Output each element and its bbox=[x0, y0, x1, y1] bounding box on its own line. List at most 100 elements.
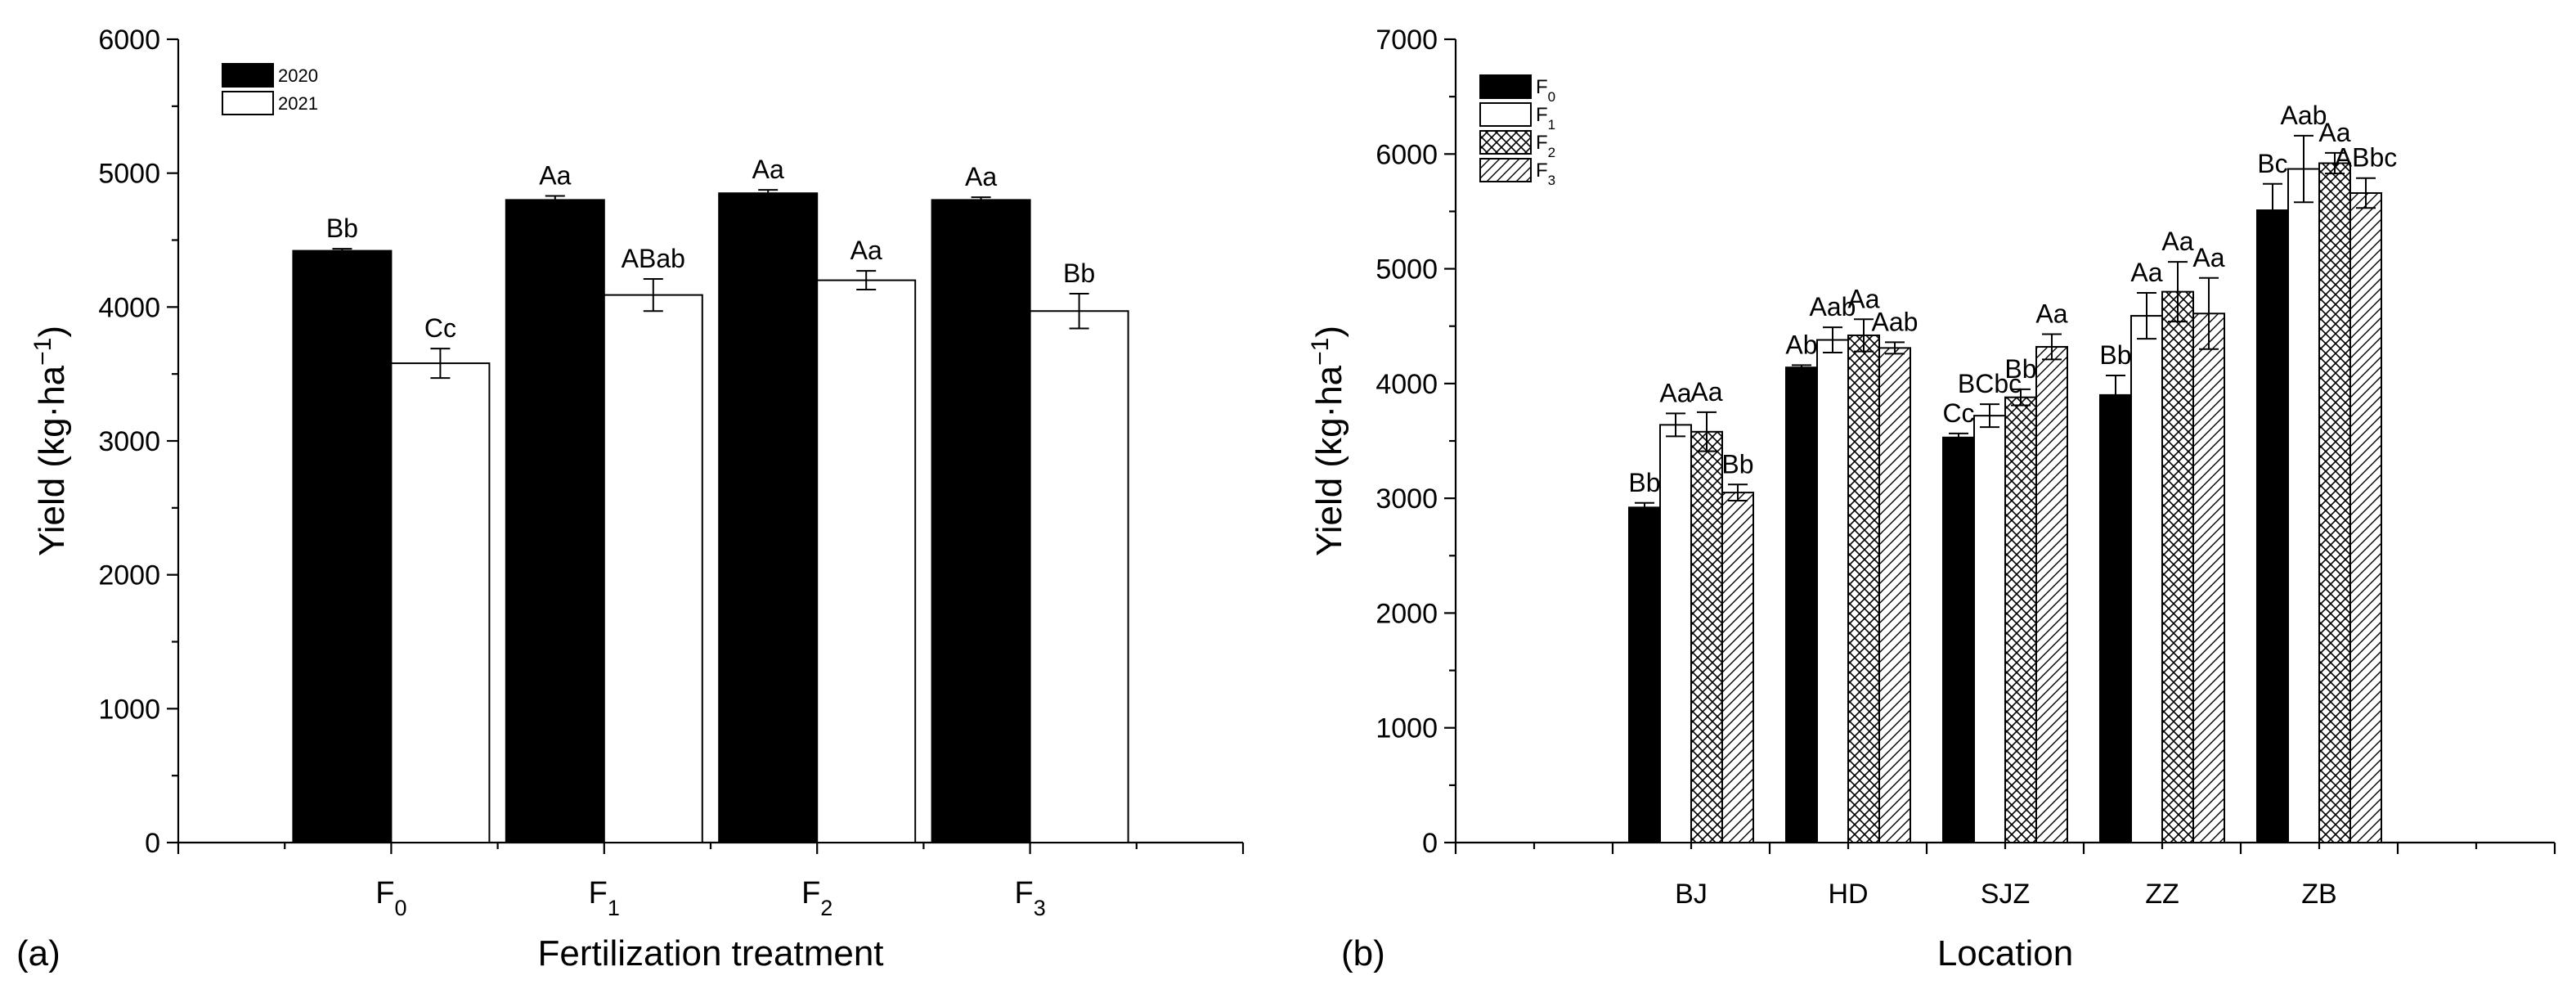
panel-a-chart: 0100020003000400050006000BbCcF0AaABabF1A… bbox=[16, 25, 1245, 973]
bar-F0-2 bbox=[1942, 436, 1975, 843]
x-tick-label: ZZ bbox=[2145, 879, 2179, 910]
panel-label: (b) bbox=[1341, 933, 1385, 973]
x-axis-title: Location bbox=[1937, 933, 2073, 973]
legend-label: 2020 bbox=[278, 65, 318, 86]
significance-label: ABbc bbox=[2335, 143, 2397, 173]
legend-label: F2 bbox=[1536, 132, 1555, 160]
y-tick-label: 2000 bbox=[98, 560, 160, 591]
significance-label: Aa bbox=[2192, 243, 2224, 272]
bar-2020-0 bbox=[292, 249, 393, 843]
x-tick-label: SJZ bbox=[1981, 879, 2030, 910]
bar-2020-1 bbox=[505, 199, 605, 843]
significance-label: Aa bbox=[752, 155, 784, 184]
legend-label-base: F bbox=[1536, 160, 1548, 182]
x-tick-label-base: F bbox=[375, 876, 394, 910]
y-axis-title: Yield (kg·ha−1) bbox=[1307, 326, 1350, 556]
legend-label: F3 bbox=[1536, 160, 1555, 188]
legend-swatch bbox=[222, 63, 274, 88]
y-tick-label: 3000 bbox=[98, 426, 160, 457]
legend-label-sub: 3 bbox=[1548, 173, 1555, 188]
significance-label: Aab bbox=[1872, 307, 1919, 336]
significance-label: Bb bbox=[1063, 258, 1095, 288]
y-tick-label: 1000 bbox=[98, 694, 160, 725]
y-tick-label: 5000 bbox=[98, 159, 160, 190]
x-tick-label-base: F bbox=[801, 876, 820, 910]
y-tick-label: 1000 bbox=[1376, 713, 1438, 744]
significance-label: Aa bbox=[965, 162, 997, 191]
bar-F0-0 bbox=[1628, 506, 1661, 843]
bar-F1-1 bbox=[1816, 339, 1849, 843]
y-tick-label: 6000 bbox=[98, 25, 160, 56]
bar-F3-3 bbox=[2192, 312, 2225, 844]
legend-label-sub: 0 bbox=[1548, 89, 1555, 105]
y-axis-title-sup: −1 bbox=[1307, 338, 1334, 366]
x-tick-label-sub: 1 bbox=[608, 896, 620, 920]
significance-label: Bb bbox=[326, 214, 358, 243]
y-axis-title-main: Yield (kg·ha bbox=[1309, 365, 1349, 556]
significance-label: Cc bbox=[1942, 398, 1974, 428]
y-axis-title: Yield (kg·ha−1) bbox=[29, 326, 73, 556]
x-tick-label: ZB bbox=[2301, 879, 2336, 910]
significance-label: ABab bbox=[622, 244, 685, 273]
bar-F2-4 bbox=[2318, 162, 2351, 844]
significance-label: Aa bbox=[2035, 299, 2067, 329]
legend-label-base: F bbox=[1536, 132, 1548, 154]
panel-b-chart: 01000200030004000500060007000BbAaAaBbBJA… bbox=[1307, 25, 2556, 973]
legend-label-base: F bbox=[1536, 104, 1548, 126]
x-tick-label: F1 bbox=[589, 876, 620, 920]
bar-F2-3 bbox=[2161, 290, 2194, 843]
bar-F1-2 bbox=[1973, 415, 2006, 843]
y-tick-label: 4000 bbox=[98, 292, 160, 323]
y-tick-label: 5000 bbox=[1376, 254, 1438, 285]
y-tick-label: 7000 bbox=[1376, 25, 1438, 56]
x-tick-label-sub: 0 bbox=[394, 896, 406, 920]
bar-F0-1 bbox=[1785, 366, 1818, 843]
x-tick-label: F0 bbox=[375, 876, 406, 920]
bar-F2-2 bbox=[2004, 396, 2037, 844]
x-tick-label-sub: 3 bbox=[1034, 896, 1046, 920]
legend-swatch bbox=[222, 91, 274, 115]
legend-swatch bbox=[1479, 102, 1532, 127]
significance-label: Aa bbox=[1690, 377, 1722, 407]
significance-label: Aa bbox=[2130, 258, 2162, 287]
y-axis-title-sup: −1 bbox=[29, 338, 56, 366]
legend-label: 2021 bbox=[278, 93, 318, 114]
legend-swatch bbox=[1479, 158, 1532, 182]
x-tick-label: HD bbox=[1828, 879, 1868, 910]
x-tick-label: BJ bbox=[1675, 879, 1708, 910]
panel-label: (a) bbox=[16, 933, 61, 973]
significance-label: Bb bbox=[1628, 468, 1660, 497]
significance-label: Bb bbox=[1721, 449, 1753, 479]
significance-label: Aa bbox=[2318, 118, 2350, 147]
legend-swatch bbox=[1479, 74, 1532, 99]
significance-label: Bb bbox=[2004, 354, 2036, 384]
legend-swatch bbox=[1479, 130, 1532, 155]
legend-label: F1 bbox=[1536, 104, 1555, 133]
bar-2021-0 bbox=[390, 362, 491, 844]
y-tick-label: 6000 bbox=[1376, 139, 1438, 170]
y-tick-label: 3000 bbox=[1376, 483, 1438, 515]
bar-2020-2 bbox=[718, 192, 819, 843]
significance-label: Ab bbox=[1785, 330, 1817, 359]
legend-label-sub: 1 bbox=[1548, 117, 1555, 133]
y-axis-title-close: ) bbox=[32, 326, 72, 338]
bar-2021-2 bbox=[816, 279, 917, 844]
bar-F1-4 bbox=[2287, 168, 2320, 844]
bar-F2-1 bbox=[1847, 334, 1880, 843]
y-tick-label: 4000 bbox=[1376, 369, 1438, 400]
y-axis-title-main: Yield (kg·ha bbox=[32, 365, 72, 556]
significance-label: Aa bbox=[1847, 284, 1879, 313]
legend-label-sub: 2 bbox=[1548, 145, 1555, 160]
significance-label: BCbc bbox=[1958, 369, 2022, 398]
bar-F3-4 bbox=[2349, 191, 2382, 844]
y-tick-label: 0 bbox=[1422, 828, 1438, 859]
significance-label: Cc bbox=[424, 313, 456, 343]
bar-2021-3 bbox=[1029, 310, 1129, 843]
bar-2020-3 bbox=[931, 199, 1031, 843]
bar-F3-2 bbox=[2035, 345, 2068, 844]
significance-label: Aa bbox=[1659, 378, 1691, 407]
x-tick-label-sub: 2 bbox=[820, 896, 832, 920]
x-tick-label: F3 bbox=[1014, 876, 1045, 920]
significance-label: Aab bbox=[1810, 292, 1856, 321]
